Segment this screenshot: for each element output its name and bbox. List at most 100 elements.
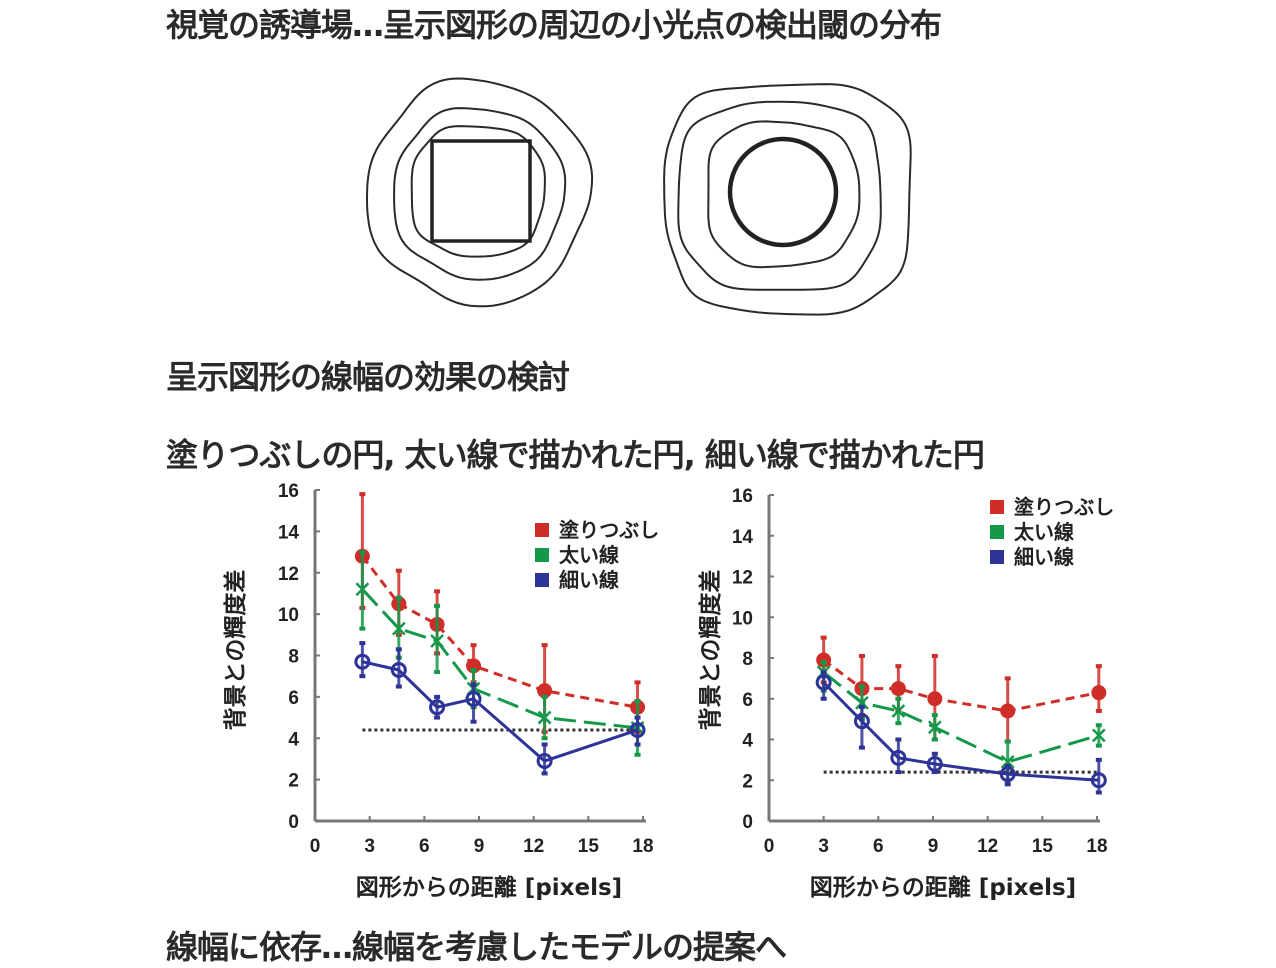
error-cap	[858, 745, 865, 750]
error-cap	[434, 715, 441, 720]
error-cap	[820, 696, 827, 701]
error-cap	[634, 715, 641, 720]
error-cap	[1004, 739, 1011, 744]
y-axis-label: 背景との輝度差	[697, 570, 724, 731]
y-tick-label: 10	[732, 608, 753, 629]
error-cap	[359, 641, 366, 646]
error-cap	[395, 647, 402, 652]
error-cap	[1095, 708, 1102, 713]
x-tick-label: 3	[364, 836, 375, 857]
legend-label: 太い線	[1014, 520, 1074, 544]
square-stimulus	[430, 139, 532, 243]
circle-contour-inner	[707, 120, 861, 269]
slide-title: 視覚の誘導場…呈示図形の周辺の小光点の検出閾の分布	[166, 6, 942, 44]
error-cap	[895, 770, 902, 775]
legend-swatch	[535, 523, 549, 537]
circle-stimulus	[727, 136, 839, 248]
conditions-heading: 塗りつぶしの円, 太い線で描かれた円, 細い線で描かれた円	[166, 436, 985, 474]
y-tick-label: 6	[288, 688, 299, 709]
legend-label: 太い線	[559, 543, 619, 567]
conclusion-heading: 線幅に依存…線幅を考慮したモデルの提案へ	[166, 928, 787, 966]
circle-contour-outer	[663, 83, 912, 316]
x-tick-label: 9	[474, 836, 485, 857]
y-tick-label: 0	[288, 812, 299, 833]
error-cap	[1095, 723, 1102, 728]
induction-field-contours	[365, 77, 912, 316]
series-line	[361, 588, 638, 730]
y-tick-label: 16	[732, 486, 753, 507]
x-tick-label: 0	[764, 836, 775, 857]
y-axis-label: 背景との輝度差	[222, 570, 249, 731]
x-tick-label: 15	[1032, 836, 1054, 857]
data-point	[926, 755, 943, 772]
error-cap	[1004, 676, 1011, 681]
error-cap	[395, 568, 402, 573]
error-cap	[541, 694, 548, 699]
x-tick-label: 15	[578, 836, 600, 857]
error-cap	[858, 684, 865, 689]
error-cap	[634, 680, 641, 685]
square-contour-middle	[393, 107, 567, 281]
y-tick-label: 2	[742, 771, 753, 792]
error-cap	[359, 674, 366, 679]
error-cap	[1095, 757, 1102, 762]
chart-1: 0 2 4 6 8 10 12 14 16 0 3 6 9 12 15 18 図形からの距離 [pixels] 背…	[222, 481, 659, 901]
y-tick-label: 8	[742, 649, 753, 670]
x-axis-label: 図形からの距離 [pixels]	[356, 874, 622, 901]
legend-label: 細い線	[559, 568, 619, 592]
error-cap	[634, 752, 641, 757]
square-contour-inner	[410, 125, 546, 258]
data-point	[536, 753, 553, 770]
x-tick-label: 6	[419, 836, 430, 857]
error-cap	[1095, 743, 1102, 748]
y-tick-label: 16	[278, 481, 299, 502]
y-tick-label: 4	[288, 729, 299, 750]
x-tick-label: 9	[928, 836, 939, 857]
series-line	[361, 555, 638, 709]
y-tick-label: 12	[732, 568, 753, 589]
error-cap	[820, 670, 827, 675]
error-cap	[359, 550, 366, 555]
legend-swatch	[990, 525, 1004, 539]
error-cap	[1095, 664, 1102, 669]
data-point	[537, 710, 552, 725]
y-tick-label: 14	[732, 527, 754, 548]
data-point	[815, 674, 832, 691]
error-cap	[1004, 782, 1011, 787]
error-cap	[634, 699, 641, 704]
x-tick-label: 0	[310, 836, 321, 857]
series-open-circle	[354, 641, 646, 776]
error-cap	[434, 603, 441, 608]
error-cap	[359, 626, 366, 631]
error-cap	[858, 704, 865, 709]
series-line	[822, 658, 1100, 713]
y-tick-label: 2	[288, 771, 299, 792]
legend-swatch	[990, 500, 1004, 514]
data-point	[537, 683, 553, 699]
error-cap	[395, 595, 402, 600]
square-contour-outer	[365, 77, 594, 308]
error-cap	[470, 643, 477, 648]
legend-swatch	[535, 548, 549, 562]
error-cap	[931, 737, 938, 742]
charts: 0 2 4 6 8 10 12 14 16 0 3 6 9 12 15 18 図形からの距離 [pixels] 背…	[222, 481, 1114, 901]
legend-label: 塗りつぶし	[1014, 495, 1114, 519]
data-point	[999, 766, 1016, 783]
error-cap	[820, 660, 827, 665]
data-point	[890, 749, 907, 766]
error-cap	[931, 713, 938, 718]
x-tick-label: 18	[1086, 836, 1107, 857]
data-point	[465, 690, 482, 707]
y-tick-label: 0	[742, 812, 753, 833]
y-tick-label: 8	[288, 647, 299, 668]
error-cap	[1095, 790, 1102, 795]
legend-swatch	[535, 573, 549, 587]
error-cap	[541, 736, 548, 741]
circle-contour-middle	[677, 100, 882, 291]
data-point	[1000, 755, 1015, 769]
series-line	[822, 681, 1099, 782]
y-tick-label: 14	[278, 522, 300, 543]
error-cap	[470, 682, 477, 687]
data-point	[1091, 728, 1106, 743]
x-axis-label: 図形からの距離 [pixels]	[810, 874, 1076, 901]
